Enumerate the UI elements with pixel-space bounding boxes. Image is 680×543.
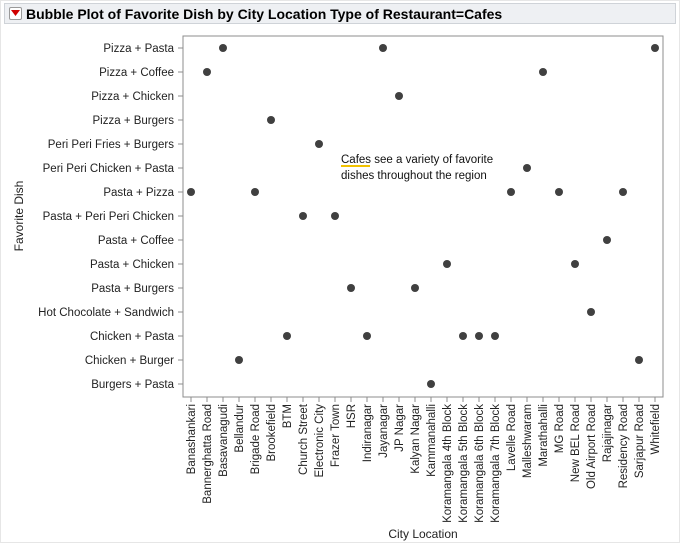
data-point[interactable] [651, 44, 659, 52]
x-tick-label: Basavanagudi [218, 404, 230, 477]
x-tick-label: Residency Road [618, 404, 630, 488]
x-tick-label: Jayanagar [378, 404, 390, 458]
data-point[interactable] [459, 332, 467, 340]
y-tick-label: Pasta + Burgers [91, 283, 174, 295]
x-tick-label: Koramangala 7th Block [490, 404, 502, 523]
x-tick-label: Bannerghatta Road [202, 404, 214, 504]
y-tick-label: Pizza + Coffee [99, 67, 174, 79]
y-tick-label: Pasta + Pizza [103, 187, 174, 199]
data-point[interactable] [187, 188, 195, 196]
y-tick-label: Pasta + Chicken [90, 259, 174, 271]
x-tick-label: Bellandur [234, 404, 246, 453]
data-point[interactable] [379, 44, 387, 52]
data-point[interactable] [331, 212, 339, 220]
data-point[interactable] [267, 116, 275, 124]
y-axis-title: Favorite Dish [12, 181, 26, 252]
x-tick-label: Indiranagar [362, 404, 374, 462]
x-tick-label: MG Road [554, 404, 566, 453]
y-tick-label: Chicken + Burger [85, 355, 174, 367]
data-point[interactable] [571, 260, 579, 268]
x-tick-label: Electronic City [314, 404, 326, 478]
x-tick-label: Marathahalli [538, 404, 550, 467]
data-point[interactable] [443, 260, 451, 268]
y-axis-tick-labels: Pizza + Pasta Pizza + Coffee Pizza + Chick… [38, 43, 183, 391]
data-point[interactable] [315, 140, 323, 148]
data-point[interactable] [235, 356, 243, 364]
data-point[interactable] [283, 332, 291, 340]
y-tick-label: Pasta + Coffee [98, 235, 174, 247]
data-point[interactable] [523, 164, 531, 172]
report-title-bar: Bubble Plot of Favorite Dish by City Loc… [4, 3, 676, 24]
data-point[interactable] [363, 332, 371, 340]
y-tick-label: Pizza + Burgers [93, 115, 175, 127]
annotation-line-1: Cafes see a variety of favorite [341, 154, 493, 166]
x-tick-label: Brookefield [266, 404, 278, 462]
x-tick-label: Whitefield [650, 404, 662, 455]
data-point[interactable] [491, 332, 499, 340]
x-tick-label: Sarjapur Road [634, 404, 646, 478]
y-tick-label: Pasta + Peri Peri Chicken [43, 211, 174, 223]
y-tick-label: Peri Peri Chicken + Pasta [43, 163, 175, 175]
x-tick-label: New BEL Road [570, 404, 582, 482]
data-points [187, 44, 659, 388]
data-point[interactable] [619, 188, 627, 196]
data-point[interactable] [411, 284, 419, 292]
x-tick-label: Kalyan Nagar [410, 404, 422, 474]
data-point[interactable] [251, 188, 259, 196]
x-axis-title: City Location [388, 527, 457, 541]
data-point[interactable] [395, 92, 403, 100]
data-point[interactable] [603, 236, 611, 244]
y-tick-label: Hot Chocolate + Sandwich [38, 307, 174, 319]
data-point[interactable] [219, 44, 227, 52]
report-title: Bubble Plot of Favorite Dish by City Loc… [26, 6, 503, 22]
data-point[interactable] [427, 380, 435, 388]
x-tick-label: BTM [282, 404, 294, 428]
x-tick-label: Rajajinagar [602, 404, 614, 462]
y-tick-label: Burgers + Pasta [91, 379, 174, 391]
x-tick-label: Koramangala 4th Block [442, 404, 454, 523]
plot-frame [182, 35, 664, 398]
x-tick-label: Koramangala 5th Block [458, 404, 470, 523]
y-tick-label: Chicken + Pasta [90, 331, 175, 343]
x-tick-label: Lavelle Road [506, 404, 518, 471]
y-tick-label: Pizza + Chicken [91, 91, 174, 103]
data-point[interactable] [475, 332, 483, 340]
x-tick-label: Old Airport Road [586, 404, 598, 489]
red-triangle-menu-button[interactable] [9, 7, 22, 20]
x-tick-label: Frazer Town [330, 404, 342, 467]
x-tick-label: HSR [346, 404, 358, 428]
x-tick-label: Malleshwaram [522, 404, 534, 478]
data-point[interactable] [587, 308, 595, 316]
y-tick-label: Peri Peri Fries + Burgers [48, 139, 174, 151]
data-point[interactable] [539, 68, 547, 76]
x-tick-label: Banashankari [186, 404, 198, 474]
x-tick-label: Kammanahalli [426, 404, 438, 477]
data-point[interactable] [299, 212, 307, 220]
data-point[interactable] [347, 284, 355, 292]
x-tick-label: Koramangala 6th Block [474, 404, 486, 523]
chevron-down-icon [11, 10, 20, 16]
data-point[interactable] [203, 68, 211, 76]
x-tick-label: JP Nagar [394, 404, 406, 452]
data-point[interactable] [555, 188, 563, 196]
data-point[interactable] [635, 356, 643, 364]
annotation-line-2: dishes throughout the region [341, 170, 487, 182]
x-tick-label: Brigade Road [250, 404, 262, 474]
x-tick-label: Church Street [298, 403, 310, 475]
x-axis-tick-labels: Banashankari Bannerghatta Road Basavanagud… [186, 397, 662, 523]
y-tick-label: Pizza + Pasta [103, 43, 174, 55]
data-point[interactable] [507, 188, 515, 196]
